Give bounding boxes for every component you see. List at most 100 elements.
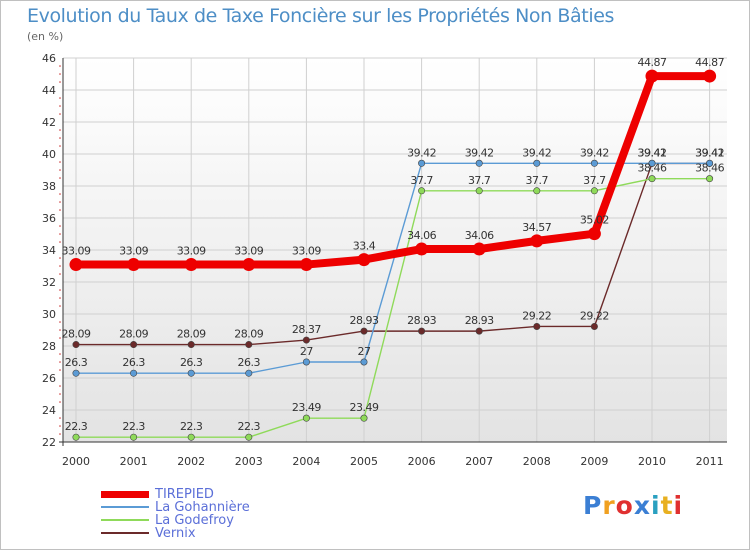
- data-label-la-gohanni-re: 39.42: [695, 146, 724, 159]
- x-tick-label: 2003: [235, 455, 263, 468]
- y-minor-tick: [59, 177, 61, 179]
- x-tick-label: 2010: [638, 455, 666, 468]
- data-label-vernix: 28.09: [62, 328, 91, 341]
- point-tirepied: [69, 258, 83, 272]
- series-line-la-gohanni-re: [75, 162, 711, 374]
- point-tirepied: [587, 227, 601, 241]
- data-label-vernix: 29.22: [580, 309, 609, 322]
- data-label-la-godefroy: 37.7: [468, 174, 491, 187]
- y-tick-label: 34: [42, 244, 56, 257]
- data-label-tirepied: 33.09: [234, 245, 263, 258]
- data-label-la-godefroy: 38.46: [695, 162, 724, 175]
- y-tick-label: 42: [42, 116, 56, 129]
- point-la-gohanni-re: [360, 358, 368, 366]
- y-minor-tick: [59, 361, 61, 363]
- data-label-la-godefroy: 22.3: [180, 420, 203, 433]
- y-minor-tick: [59, 225, 61, 227]
- brand-letter: P: [583, 491, 603, 520]
- data-label-la-gohanni-re: 39.42: [580, 146, 609, 159]
- y-minor-tick: [59, 273, 61, 275]
- brand-letter: t: [660, 491, 674, 520]
- legend-label-la-godefroy: La Godefroy: [155, 513, 234, 528]
- data-label-la-gohanni-re: 39.42: [407, 146, 436, 159]
- data-label-vernix: 28.09: [119, 328, 148, 341]
- point-la-gohanni-re: [475, 159, 483, 167]
- data-label-tirepied: 34.57: [522, 221, 551, 234]
- brand-letter: x: [633, 491, 651, 520]
- point-la-godefroy: [648, 175, 656, 183]
- y-minor-tick: [59, 209, 61, 211]
- brand-letter: i: [673, 491, 684, 520]
- point-vernix: [130, 341, 138, 349]
- proxiti-logo: Proxiti: [583, 491, 683, 520]
- data-label-vernix: 39.41: [695, 146, 724, 159]
- data-label-la-godefroy: 23.49: [292, 401, 321, 414]
- point-la-gohanni-re: [130, 369, 138, 377]
- y-minor-tick: [59, 321, 61, 323]
- legend: TIREPIED La Gohannière La Godefroy Verni…: [101, 488, 321, 540]
- x-tick-label: 2004: [292, 455, 320, 468]
- data-label-vernix: 39.41: [638, 146, 667, 159]
- x-tick-label: 2000: [62, 455, 90, 468]
- data-label-tirepied: 34.06: [407, 229, 436, 242]
- data-label-vernix: 28.09: [234, 328, 263, 341]
- y-axis-unit: (en %): [27, 30, 64, 43]
- data-label-vernix: 29.22: [522, 309, 551, 322]
- chart-title: Evolution du Taux de Taxe Foncière sur l…: [27, 5, 615, 27]
- x-tick-label: 2011: [696, 455, 724, 468]
- data-label-la-gohanni-re: 26.3: [122, 356, 145, 369]
- legend-label-vernix: Vernix: [155, 526, 196, 541]
- point-la-godefroy: [533, 187, 541, 195]
- data-label-vernix: 28.93: [407, 314, 436, 327]
- y-minor-tick: [59, 137, 61, 139]
- y-minor-tick: [59, 169, 61, 171]
- legend-swatch-la-gohanniere: [101, 506, 149, 508]
- point-la-godefroy: [418, 187, 426, 195]
- point-la-godefroy: [360, 414, 368, 422]
- x-tick-label: 2009: [580, 455, 608, 468]
- data-label-tirepied: 33.4: [353, 240, 376, 253]
- point-tirepied: [242, 258, 256, 272]
- point-tirepied: [127, 258, 141, 272]
- data-label-la-gohanni-re: 27: [358, 345, 371, 358]
- point-vernix: [302, 336, 310, 344]
- data-label-la-godefroy: 23.49: [350, 401, 379, 414]
- legend-swatch-tirepied: [101, 491, 149, 498]
- data-label-vernix: 28.37: [292, 323, 321, 336]
- y-minor-tick: [59, 329, 61, 331]
- data-label-tirepied: 33.09: [292, 245, 321, 258]
- point-la-gohanni-re: [302, 358, 310, 366]
- y-minor-tick: [59, 65, 61, 67]
- y-tick-label: 26: [42, 372, 56, 385]
- y-tick-label: 36: [42, 212, 56, 225]
- y-minor-tick: [59, 353, 61, 355]
- y-minor-tick: [59, 145, 61, 147]
- y-minor-tick: [59, 81, 61, 83]
- y-minor-tick: [59, 337, 61, 339]
- y-minor-tick: [59, 417, 61, 419]
- point-vernix: [72, 341, 80, 349]
- y-minor-tick: [59, 241, 61, 243]
- x-tick-label: 2008: [523, 455, 551, 468]
- brand-letter: o: [615, 491, 634, 520]
- brand-letter: r: [602, 491, 616, 520]
- data-label-la-godefroy: 22.3: [65, 420, 88, 433]
- series-line-tirepied: [72, 72, 714, 269]
- data-label-tirepied: 33.09: [119, 245, 148, 258]
- y-minor-tick: [59, 393, 61, 395]
- point-la-gohanni-re: [72, 369, 80, 377]
- data-label-vernix: 28.93: [350, 314, 379, 327]
- y-minor-tick: [59, 113, 61, 115]
- y-minor-tick: [59, 265, 61, 267]
- legend-item-la-godefroy: La Godefroy: [101, 514, 321, 527]
- data-label-la-gohanni-re: 39.42: [638, 146, 667, 159]
- point-la-gohanni-re: [590, 159, 598, 167]
- point-tirepied: [703, 69, 717, 83]
- y-minor-tick: [59, 401, 61, 403]
- point-tirepied: [530, 234, 544, 248]
- y-tick-label: 38: [42, 180, 56, 193]
- data-label-la-gohanni-re: 26.3: [65, 356, 88, 369]
- data-label-la-gohanni-re: 39.42: [522, 146, 551, 159]
- y-minor-tick: [59, 129, 61, 131]
- point-la-godefroy: [187, 433, 195, 441]
